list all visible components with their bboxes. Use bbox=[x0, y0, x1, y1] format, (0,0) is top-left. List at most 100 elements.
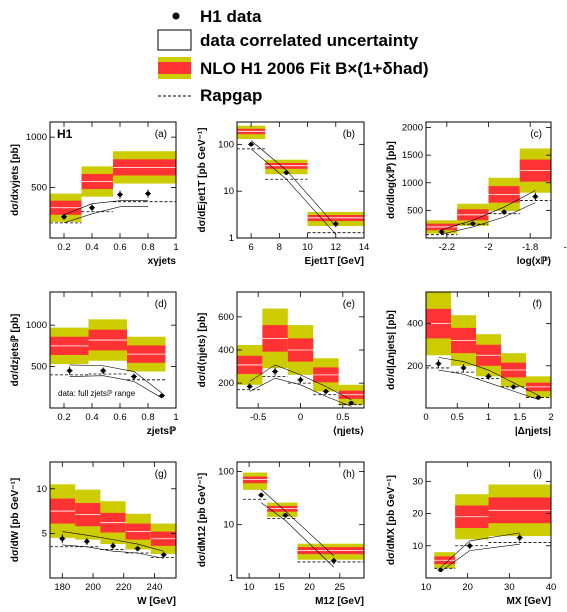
y-axis-label: dσ/dM12 [pb GeV⁻¹] bbox=[197, 473, 208, 567]
y-axis-label: dσ/dxγjets [pb] bbox=[10, 144, 21, 216]
data-point bbox=[60, 536, 65, 541]
x-axis-label: xγjets bbox=[148, 256, 177, 267]
panel-2: -2.2 -2 -1.8 -1.6 500 1000 1500 2000 log(xℙ) dσ/d… bbox=[386, 121, 567, 267]
x-tick-label: 220 bbox=[116, 582, 132, 593]
x-tick-label: 240 bbox=[147, 582, 163, 593]
x-tick-label: 180 bbox=[54, 582, 70, 593]
x-tick-label: 0.8 bbox=[141, 242, 154, 253]
data-point bbox=[161, 552, 166, 557]
x-axis-label: MX [GeV] bbox=[507, 596, 551, 607]
panel-frame bbox=[49, 291, 177, 409]
panel-frame bbox=[49, 121, 177, 239]
data-point bbox=[438, 567, 443, 573]
corr-unc-lower bbox=[438, 369, 539, 400]
panel-frame bbox=[425, 461, 552, 579]
x-tick-label: 10 bbox=[421, 582, 432, 593]
x-tick-label: -2 bbox=[484, 242, 492, 253]
x-tick-label: 10 bbox=[244, 582, 255, 593]
corr-unc-lower bbox=[62, 544, 164, 559]
panel-4: -0.5 0 0.5 200 400 600 ⟨ηjets⟩ dσ/d⟨ηjets⟩ [pb]… bbox=[197, 291, 365, 437]
corr-unc-lower bbox=[249, 377, 352, 407]
experiment-label: H1 bbox=[57, 127, 73, 141]
panel-tag: (h) bbox=[343, 469, 355, 480]
data-point bbox=[84, 539, 90, 544]
data-point bbox=[131, 374, 137, 379]
data-point bbox=[61, 214, 67, 220]
y-tick-label: 1 bbox=[229, 573, 234, 584]
data-point bbox=[436, 361, 441, 366]
x-tick-label: 30 bbox=[504, 582, 515, 593]
plot-area-3 bbox=[50, 319, 166, 399]
y-tick-label: 30 bbox=[412, 476, 423, 487]
x-tick-label: 20 bbox=[304, 582, 315, 593]
x-tick-label: 1 bbox=[173, 412, 178, 423]
data-point bbox=[89, 205, 95, 210]
data-point bbox=[135, 546, 140, 551]
corr-unc-upper bbox=[438, 357, 539, 396]
x-tick-label: 0.6 bbox=[113, 242, 126, 253]
corr-unc-lower bbox=[250, 148, 337, 235]
y-tick-label: 200 bbox=[218, 378, 234, 389]
y-tick-label: 500 bbox=[407, 205, 423, 216]
data-point bbox=[323, 389, 329, 394]
x-tick-label: 14 bbox=[359, 242, 370, 253]
data-point bbox=[461, 365, 466, 371]
y-tick-label: 5 bbox=[42, 528, 47, 539]
x-tick-label: 15 bbox=[274, 582, 285, 593]
x-tick-label: 200 bbox=[85, 582, 101, 593]
corr-unc-upper bbox=[441, 190, 536, 231]
x-axis-label: M12 [GeV] bbox=[315, 596, 364, 607]
data-point bbox=[67, 368, 72, 373]
x-tick-label: 0.5 bbox=[336, 412, 349, 423]
x-tick-label: 0.2 bbox=[57, 412, 70, 423]
panel-frame bbox=[49, 461, 177, 579]
data-point bbox=[533, 194, 538, 199]
y-tick-label: 10 bbox=[223, 520, 234, 531]
panel-frame bbox=[236, 121, 365, 239]
panel-tag: (c) bbox=[530, 129, 542, 140]
data-point bbox=[439, 229, 444, 235]
x-axis-label: ⟨ηjets⟩ bbox=[333, 426, 364, 437]
data-point bbox=[511, 384, 516, 390]
y-tick-label: 2000 bbox=[402, 123, 423, 134]
x-tick-label: -1.8 bbox=[522, 242, 538, 253]
data-point bbox=[272, 369, 278, 374]
data-point bbox=[258, 492, 264, 498]
x-tick-label: 10 bbox=[302, 242, 313, 253]
y-axis-label: dσ/dzjetsℙ [pb] bbox=[10, 314, 21, 387]
corr-unc-upper bbox=[249, 364, 352, 400]
corr-unc-upper bbox=[63, 200, 148, 216]
x-tick-label: 0.2 bbox=[57, 242, 70, 253]
data-point bbox=[517, 535, 522, 540]
panel-tag: (i) bbox=[533, 469, 542, 480]
y-tick-label: 10 bbox=[412, 541, 423, 552]
panel-tag: (a) bbox=[155, 129, 167, 140]
x-tick-label: -0.5 bbox=[250, 412, 266, 423]
y-tick-label: 1000 bbox=[402, 178, 423, 189]
data-point bbox=[536, 395, 541, 400]
panel-tag: (g) bbox=[155, 469, 167, 480]
data-point bbox=[110, 543, 116, 549]
panel-5: 0 0.5 1 1.5 2 200 400 |Δηjets| dσ/d|Δηjets| [pb]… bbox=[386, 291, 554, 437]
data-point bbox=[349, 400, 354, 406]
x-tick-label: 8 bbox=[277, 242, 282, 253]
panel-0: 0.2 0.4 0.6 0.8 1 500 1000 xγjets dσ/dxγjets [pb… bbox=[10, 121, 179, 267]
y-tick-label: 600 bbox=[218, 312, 234, 323]
x-tick-label: 1 bbox=[173, 242, 178, 253]
y-tick-label: 1 bbox=[229, 233, 234, 244]
legend-rapgap-label: Rapgap bbox=[200, 86, 262, 105]
corr-unc-lower bbox=[69, 375, 163, 399]
panel-8: 10 20 30 40 10 20 30 MX [GeV] dσ/dMX [pb GeV⁻¹] (… bbox=[386, 461, 556, 607]
legend-corr-box bbox=[157, 29, 192, 51]
panel-tag: (f) bbox=[533, 299, 542, 310]
corr-unc-upper bbox=[440, 532, 520, 568]
x-tick-label: 0 bbox=[423, 412, 428, 423]
plot-area-2 bbox=[426, 148, 551, 236]
x-axis-label: W [GeV] bbox=[137, 596, 176, 607]
plot-area-0 bbox=[50, 151, 176, 224]
legend-h1-label: H1 data bbox=[200, 7, 262, 26]
corr-unc-lower bbox=[261, 502, 334, 568]
panel-frame bbox=[236, 461, 365, 579]
plot-area-6 bbox=[50, 484, 176, 559]
